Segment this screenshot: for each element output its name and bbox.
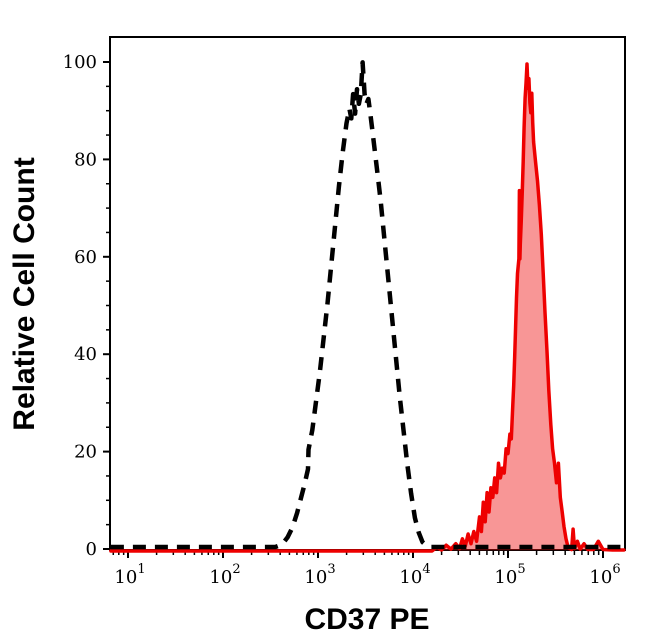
x-tick-label: 104 bbox=[399, 562, 430, 588]
x-tick-label: 103 bbox=[304, 562, 335, 588]
y-tick-label: 20 bbox=[74, 442, 97, 463]
y-tick-label: 40 bbox=[74, 344, 97, 365]
x-tick-label: 102 bbox=[209, 562, 240, 588]
series-layer bbox=[109, 60, 626, 553]
x-tick-label: 106 bbox=[589, 562, 620, 588]
isotype-dashed-curve bbox=[110, 60, 624, 550]
y-axis-label: Relative Cell Count bbox=[8, 157, 41, 430]
y-tick-label: 0 bbox=[86, 539, 97, 560]
y-tick-label: 60 bbox=[74, 247, 97, 268]
y-tick-label: 80 bbox=[74, 149, 97, 170]
cd37-curve bbox=[109, 62, 626, 553]
x-axis-label: CD37 PE bbox=[304, 603, 429, 636]
cd37-filled-area bbox=[110, 64, 624, 551]
y-tick-label: 100 bbox=[63, 52, 97, 73]
x-tick-label: 101 bbox=[114, 562, 145, 588]
x-tick-label: 105 bbox=[494, 562, 525, 588]
